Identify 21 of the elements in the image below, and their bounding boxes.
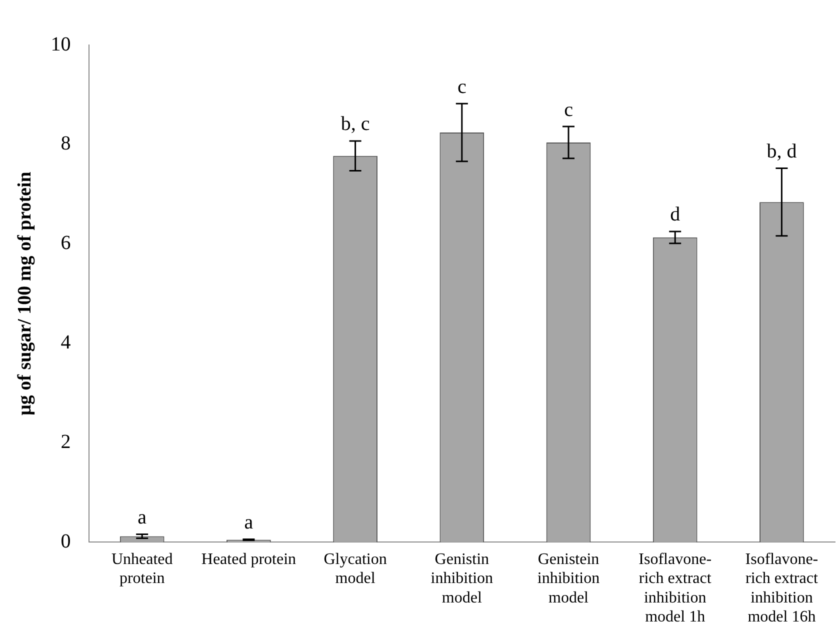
x-tick-label: Genistein inhibition model [537, 551, 600, 606]
y-tick-label: 8 [60, 132, 71, 155]
annotation: b, d [766, 140, 797, 163]
annotation: a [244, 511, 254, 534]
y-tick-label: 2 [60, 431, 71, 454]
y-tick-label: 4 [60, 332, 71, 354]
y-axis-title: µg of sugar/ 100 mg of protein [14, 171, 36, 416]
y-tick-label: 10 [50, 33, 71, 56]
y-tick-label: 0 [60, 530, 71, 552]
x-tick-label: Unheated protein [111, 551, 173, 588]
annotation: c [457, 76, 466, 98]
x-tick-label: Isoflavone-rich extract inhibition model 16h [745, 551, 818, 626]
x-tick-label: Isoflavone-rich extract inhibition model 1h [638, 551, 712, 626]
x-tick-label: Heated protein [201, 551, 296, 568]
annotation: b, c [340, 113, 370, 136]
x-tick-label: Glycation model [324, 551, 387, 588]
y-tick-label: 6 [60, 232, 71, 254]
annotation: c [564, 98, 574, 121]
annotation: d [670, 204, 680, 226]
annotation: a [138, 506, 147, 528]
x-tick-label: Genistin inhibition model [430, 551, 494, 606]
